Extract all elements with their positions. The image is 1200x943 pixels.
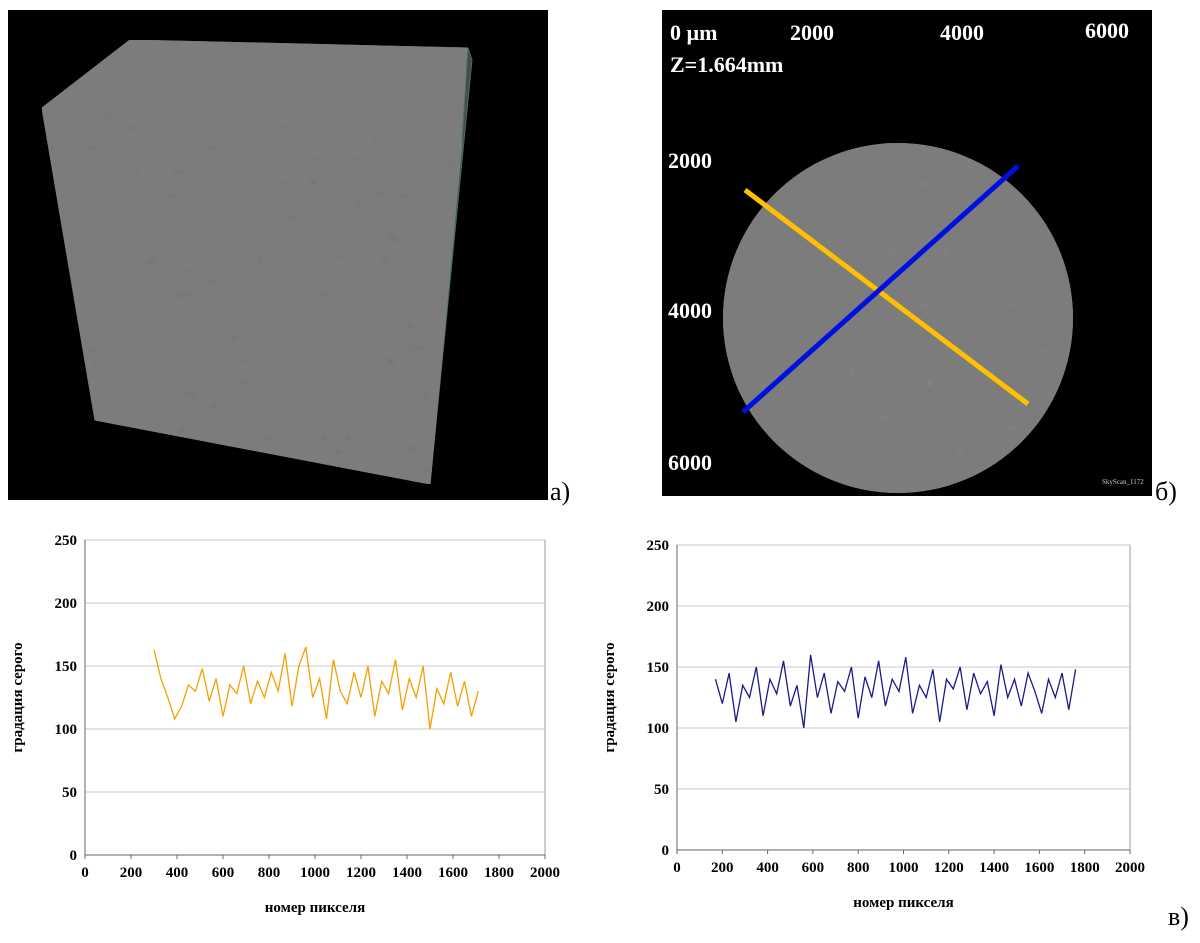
figure-label: а) [550, 477, 570, 506]
scale-label: 2000 [790, 20, 834, 45]
y-tick-label: 200 [647, 599, 670, 615]
y-tick-label: 250 [647, 538, 670, 554]
z-label: Z=1.664mm [670, 52, 783, 77]
x-tick-label: 1200 [346, 865, 376, 881]
profile-line [741, 164, 1020, 414]
x-tick-label: 1400 [979, 860, 1009, 876]
scale-label: 2000 [668, 148, 712, 173]
y-axis-label: градация серого [602, 642, 618, 752]
y-tick-label: 50 [654, 782, 669, 798]
figure-label: б) [1155, 477, 1177, 506]
data-line [714, 654, 1077, 729]
x-tick-label: 0 [81, 865, 89, 881]
x-tick-label: 1600 [438, 865, 468, 881]
x-tick-label: 600 [212, 865, 235, 881]
ct-slice [723, 143, 1073, 493]
x-tick-label: 200 [711, 860, 734, 876]
x-tick-label: 200 [120, 865, 143, 881]
x-tick-label: 2000 [1115, 860, 1145, 876]
scale-label: 0 µm [670, 20, 718, 45]
x-tick-label: 800 [258, 865, 281, 881]
chart: 0 50 100 150 200 250 0 200 400 600 800 1000 1200 1400… [602, 538, 1145, 911]
y-tick-label: 50 [62, 785, 77, 801]
y-tick-label: 0 [662, 843, 670, 859]
x-axis-label: номер пикселя [853, 895, 953, 911]
y-tick-label: 100 [647, 721, 670, 737]
y-tick-label: 150 [55, 659, 78, 675]
x-tick-label: 1800 [1070, 860, 1100, 876]
x-tick-label: 1600 [1024, 860, 1054, 876]
x-axis-label: номер пикселя [265, 900, 365, 916]
y-tick-label: 0 [70, 848, 78, 864]
x-tick-label: 1200 [934, 860, 964, 876]
x-tick-label: 0 [673, 860, 681, 876]
x-tick-label: 1000 [889, 860, 919, 876]
y-tick-label: 100 [55, 722, 78, 738]
y-tick-label: 150 [647, 660, 670, 676]
scale-label: 4000 [668, 298, 712, 323]
x-tick-label: 1400 [392, 865, 422, 881]
data-line [153, 646, 479, 730]
chart: 0 50 100 150 200 250 0 200 400 600 800 1000 1200 1400… [10, 533, 560, 916]
profile-line [743, 188, 1030, 406]
x-tick-label: 400 [756, 860, 779, 876]
x-tick-label: 600 [802, 860, 825, 876]
scale-label: 6000 [1085, 18, 1129, 43]
cube-front [41, 107, 463, 485]
scale-label: 6000 [668, 450, 712, 475]
figure-label: в) [1168, 902, 1189, 931]
y-tick-label: 250 [55, 533, 78, 549]
scale-label: 4000 [940, 20, 984, 45]
plot-area [676, 544, 1131, 851]
x-tick-label: 1800 [484, 865, 514, 881]
x-tick-label: 800 [847, 860, 870, 876]
y-tick-label: 200 [55, 596, 78, 612]
scanner-label: SkyScan_1172 [1102, 478, 1144, 486]
x-tick-label: 1000 [300, 865, 330, 881]
y-axis-label: градация серого [10, 642, 26, 752]
x-tick-label: 2000 [530, 865, 560, 881]
x-tick-label: 400 [166, 865, 189, 881]
